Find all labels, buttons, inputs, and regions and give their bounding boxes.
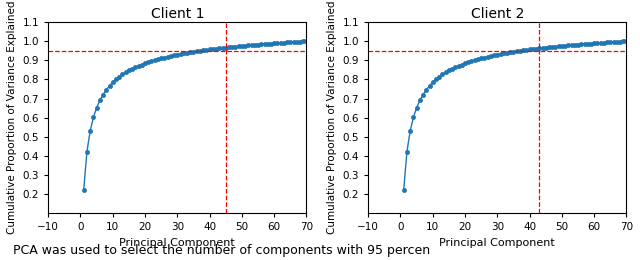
X-axis label: Principal Component: Principal Component: [440, 238, 555, 248]
Title: Client 2: Client 2: [470, 7, 524, 21]
X-axis label: Principal Component: Principal Component: [120, 238, 235, 248]
Y-axis label: Cumulative Proportion of Variance Explained: Cumulative Proportion of Variance Explai…: [327, 1, 337, 235]
Y-axis label: Cumulative Proportion of Variance Explained: Cumulative Proportion of Variance Explai…: [7, 1, 17, 235]
Text: PCA was used to select the number of components with 95 percen: PCA was used to select the number of com…: [13, 244, 430, 257]
Title: Client 1: Client 1: [150, 7, 204, 21]
